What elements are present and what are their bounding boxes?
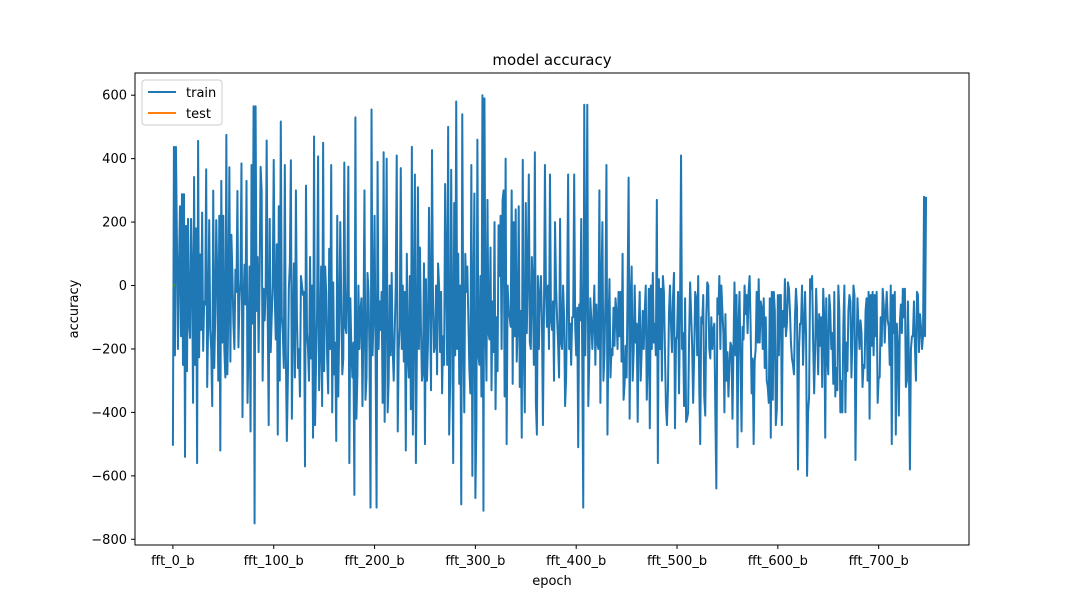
y-axis-label: accuracy <box>67 279 82 338</box>
x-tick-label: fft_300_b <box>445 554 505 569</box>
y-tick-label: −200 <box>91 342 127 357</box>
y-tick-label: −800 <box>91 533 127 548</box>
y-tick-label: 400 <box>102 152 127 167</box>
series-line-train <box>171 94 928 525</box>
y-tick-label: −400 <box>91 406 127 421</box>
x-tick-label: fft_500_b <box>647 554 707 569</box>
x-tick-label: fft_600_b <box>748 554 808 569</box>
y-tick-label: 600 <box>102 89 127 104</box>
x-tick-label: fft_700_b <box>849 554 909 569</box>
x-tick-label: fft_100_b <box>244 554 304 569</box>
x-axis-label: epoch <box>532 574 572 589</box>
x-axis: fft_0_b fft_100_b fft_200_b fft_300_b fft_40… <box>151 545 909 569</box>
chart-title: model accuracy <box>492 51 611 69</box>
legend-train-label: train <box>186 86 216 101</box>
x-tick-label: fft_400_b <box>546 554 606 569</box>
y-tick-label: 200 <box>102 216 127 231</box>
plot-frame <box>134 72 970 546</box>
plot-area <box>134 72 970 546</box>
legend-test-label: test <box>186 107 211 122</box>
x-tick-label: fft_0_b <box>151 554 195 569</box>
x-tick-label: fft_200_b <box>344 554 404 569</box>
y-axis: −800 −600 −400 −200 0 200 400 600 <box>91 89 135 548</box>
y-tick-label: 0 <box>119 279 127 294</box>
series-layer <box>171 94 928 525</box>
legend: train test <box>141 79 223 126</box>
y-tick-label: −600 <box>91 469 127 484</box>
